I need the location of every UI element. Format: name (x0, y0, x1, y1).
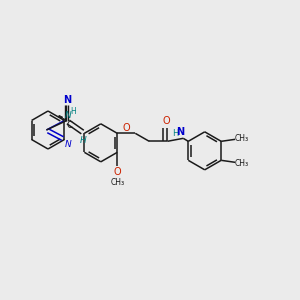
Text: H: H (80, 136, 87, 145)
Text: H: H (172, 129, 178, 138)
Text: N: N (63, 95, 71, 105)
Text: C: C (66, 121, 72, 130)
Text: CH₃: CH₃ (235, 134, 249, 143)
Text: CH₃: CH₃ (110, 178, 124, 187)
Text: N: N (65, 111, 72, 120)
Text: H: H (70, 107, 76, 116)
Text: N: N (176, 127, 184, 137)
Text: CH₃: CH₃ (235, 159, 249, 168)
Text: O: O (122, 123, 130, 133)
Text: O: O (163, 116, 170, 126)
Text: N: N (65, 140, 72, 149)
Text: O: O (113, 167, 121, 177)
